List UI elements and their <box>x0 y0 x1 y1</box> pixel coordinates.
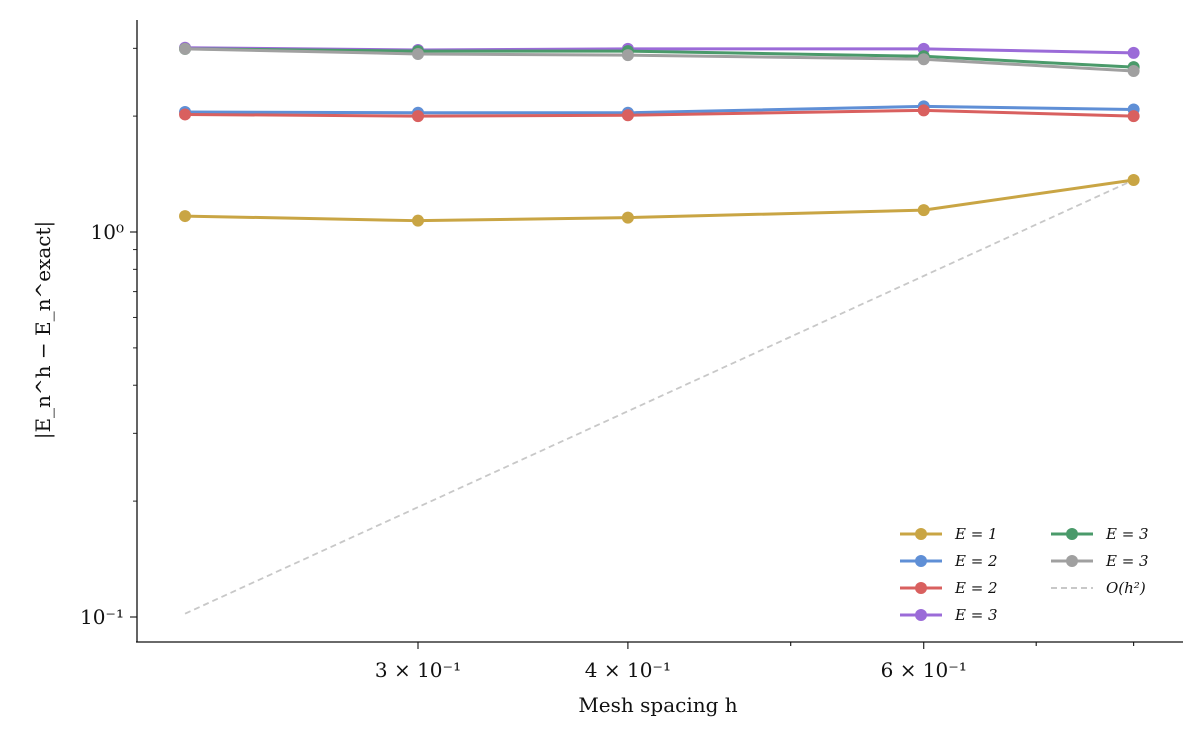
legend-marker <box>1066 528 1078 540</box>
legend-marker <box>1066 555 1078 567</box>
legend-label: E = 3 <box>954 606 998 624</box>
x-tick-label: 6 × 10⁻¹ <box>881 658 967 682</box>
data-point <box>412 214 424 227</box>
data-point <box>179 210 192 223</box>
legend-marker <box>915 528 927 540</box>
data-point <box>412 47 424 60</box>
y-tick-label: 10⁻¹ <box>80 605 124 629</box>
legend-label: E = 3 <box>1105 525 1149 543</box>
series-line-1 <box>185 178 1134 223</box>
data-point <box>917 53 930 66</box>
data-point <box>179 108 192 121</box>
legend-marker <box>915 582 927 594</box>
reference-line <box>184 179 1135 615</box>
legend-label: E = 1 <box>954 525 998 543</box>
x-tick-label: 3 × 10⁻¹ <box>375 658 461 682</box>
data-point <box>621 49 634 62</box>
plot-area <box>179 41 1140 615</box>
y-tick-label: 10⁰ <box>91 220 124 244</box>
data-point <box>1127 64 1140 77</box>
legend-label: E = 2 <box>954 579 998 597</box>
x-axis-label: Mesh spacing h <box>578 693 737 717</box>
data-point <box>179 42 192 55</box>
axis-ticks: 3 × 10⁻¹ 4 × 10⁻¹ 6 × 10⁻¹ 10⁰ 10⁻¹ <box>80 47 1135 682</box>
legend-label: E = 3 <box>1105 552 1149 570</box>
legend-marker <box>915 609 927 621</box>
data-point <box>1127 173 1140 186</box>
data-point <box>917 204 930 217</box>
data-point <box>917 104 930 117</box>
legend: E = 1 E = 2 E = 2 E = 3 E = 3 E = 3 O(h²) <box>900 525 1149 624</box>
y-axis-label: |E_n^h − E_n^exact| <box>31 221 56 440</box>
data-point <box>621 211 634 224</box>
x-tick-label: 4 × 10⁻¹ <box>585 658 671 682</box>
data-point <box>412 110 424 123</box>
data-point <box>621 109 634 122</box>
data-point <box>1127 110 1140 123</box>
data-point <box>1127 46 1140 59</box>
legend-marker <box>915 555 927 567</box>
legend-label: O(h²) <box>1106 579 1146 597</box>
legend-label: E = 2 <box>954 552 998 570</box>
